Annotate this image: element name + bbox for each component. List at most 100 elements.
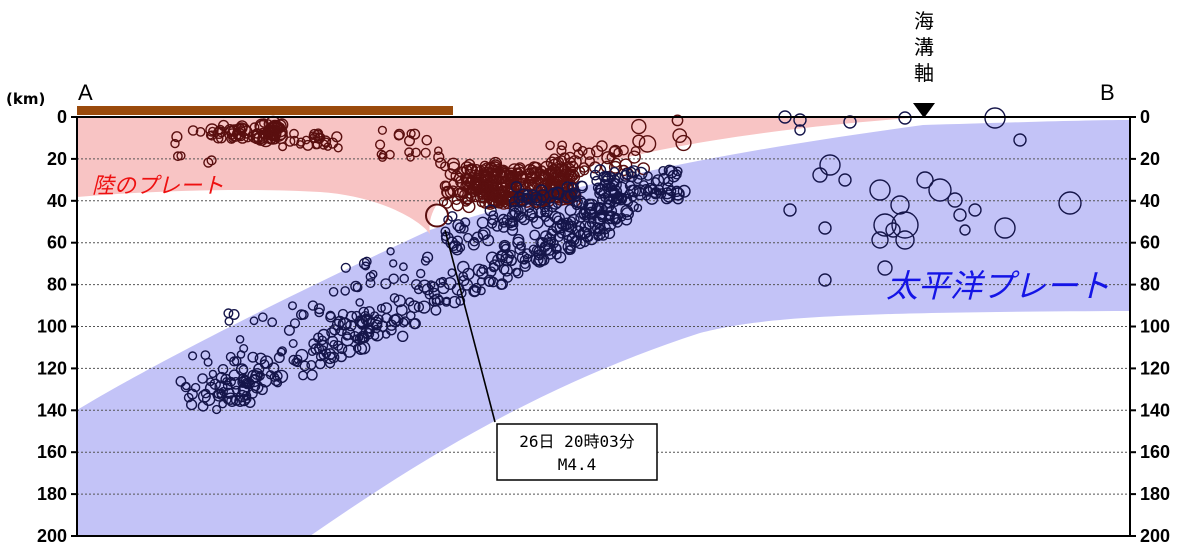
- hypocenter-marker: [608, 174, 621, 187]
- hypocenter-marker: [385, 149, 395, 160]
- land-surface-bar: [77, 106, 453, 115]
- hypocenter-marker: [438, 276, 447, 286]
- hypocenter-marker: [231, 385, 241, 395]
- hypocenter-marker: [428, 287, 440, 300]
- hypocenter-marker: [540, 207, 550, 218]
- hypocenter-marker: [409, 128, 421, 140]
- hypocenter-marker: [642, 186, 654, 197]
- hypocenter-marker: [274, 124, 287, 138]
- hypocenter-marker: [484, 276, 495, 287]
- hypocenter-marker: [476, 197, 487, 208]
- hypocenter-marker: [197, 389, 211, 403]
- tick-label-left: 100: [37, 317, 67, 337]
- tick-label-right: 200: [1140, 526, 1170, 546]
- hypocenter-marker: [603, 218, 617, 232]
- hypocenter-marker: [502, 272, 513, 283]
- hypocenter-marker: [869, 179, 891, 201]
- hypocenter-marker: [489, 161, 501, 172]
- hypocenter-marker: [399, 273, 410, 284]
- hypocenter-marker: [484, 161, 497, 174]
- hypocenter-marker: [566, 168, 579, 182]
- hypocenter-marker: [416, 268, 426, 279]
- hypocenter-marker: [524, 208, 537, 221]
- hypocenter-marker: [535, 184, 548, 197]
- hypocenter-marker: [323, 351, 337, 365]
- hypocenter-marker: [477, 192, 489, 204]
- hypocenter-marker: [529, 229, 541, 241]
- hypocenter-marker: [200, 350, 211, 360]
- hypocenter-marker: [289, 318, 301, 329]
- hypocenter-marker: [485, 251, 499, 265]
- hypocenter-marker: [660, 192, 673, 205]
- hypocenter-marker: [675, 134, 692, 152]
- hypocenter-marker: [328, 351, 340, 363]
- hypocenter-marker: [478, 264, 489, 275]
- callout-time-label: 26日 20時03分: [519, 432, 634, 451]
- hypocenter-marker: [658, 172, 671, 185]
- hypocenter-marker: [307, 300, 319, 311]
- hypocenter-marker: [575, 180, 588, 194]
- hypocenter-marker: [188, 351, 198, 361]
- hypocenter-marker: [451, 199, 464, 212]
- hypocenter-marker: [819, 154, 841, 176]
- hypocenter-marker: [498, 263, 510, 275]
- hypocenter-marker: [441, 181, 452, 191]
- hypocenter-marker: [212, 388, 226, 402]
- hypocenter-marker: [220, 373, 232, 386]
- hypocenter-marker: [474, 189, 488, 203]
- hypocenter-marker: [215, 371, 228, 384]
- hypocenter-marker: [613, 194, 624, 205]
- hypocenter-marker: [388, 273, 400, 285]
- hypocenter-marker: [331, 131, 343, 143]
- hypocenter-marker: [554, 232, 564, 243]
- hypocenter-marker: [422, 251, 434, 263]
- hypocenter-marker: [551, 212, 566, 226]
- hypocenter-marker: [508, 195, 521, 208]
- hypocenter-marker: [318, 349, 329, 360]
- hypocenter-marker: [531, 193, 543, 206]
- hypocenter-marker: [171, 131, 183, 143]
- hypocenter-marker: [512, 267, 524, 279]
- trench-axis-triangle-icon: [913, 103, 935, 118]
- hypocenter-marker: [468, 178, 482, 192]
- tick-label-left: 200: [37, 526, 67, 546]
- hypocenter-marker: [476, 286, 486, 296]
- hypocenter-marker: [288, 339, 298, 349]
- tick-label-right: 80: [1140, 275, 1160, 295]
- hypocenter-marker: [342, 327, 356, 341]
- hypocenter-marker: [603, 227, 616, 240]
- hypocenter-marker: [522, 253, 533, 263]
- hypocenter-marker: [404, 147, 414, 158]
- hypocenter-marker: [613, 190, 624, 201]
- hypocenter-marker: [447, 161, 461, 175]
- hypocenter-marker: [313, 303, 325, 315]
- hypocenter-marker: [652, 174, 665, 187]
- hypocenter-marker: [596, 210, 608, 221]
- hypocenter-marker: [506, 224, 519, 236]
- hypocenter-marker: [218, 399, 227, 409]
- hypocenter-marker: [554, 251, 567, 264]
- hypocenter-marker: [247, 351, 259, 363]
- hypocenter-marker: [241, 394, 252, 404]
- hypocenter-marker: [953, 208, 967, 222]
- hypocenter-marker: [512, 163, 525, 176]
- hypocenter-marker: [612, 217, 623, 228]
- hypocenter-marker: [319, 135, 332, 147]
- hypocenter-marker: [556, 155, 568, 167]
- hypocenter-marker: [452, 219, 465, 232]
- hypocenter-marker: [606, 205, 618, 217]
- hypocenter-marker: [548, 163, 559, 174]
- hypocenter-marker: [603, 193, 615, 205]
- hypocenter-marker: [356, 318, 366, 328]
- hypocenter-marker: [494, 183, 505, 194]
- hypocenter-marker: [206, 130, 217, 141]
- hypocenter-marker: [467, 238, 480, 251]
- hypocenter-marker: [463, 158, 476, 171]
- hypocenter-marker: [336, 325, 347, 337]
- hypocenter-marker: [377, 125, 388, 135]
- hypocenter-marker: [794, 124, 806, 136]
- tick-label-right: 160: [1140, 442, 1170, 462]
- hypocenter-marker: [288, 301, 298, 311]
- hypocenter-marker: [380, 278, 392, 290]
- hypocenter-marker: [484, 204, 497, 217]
